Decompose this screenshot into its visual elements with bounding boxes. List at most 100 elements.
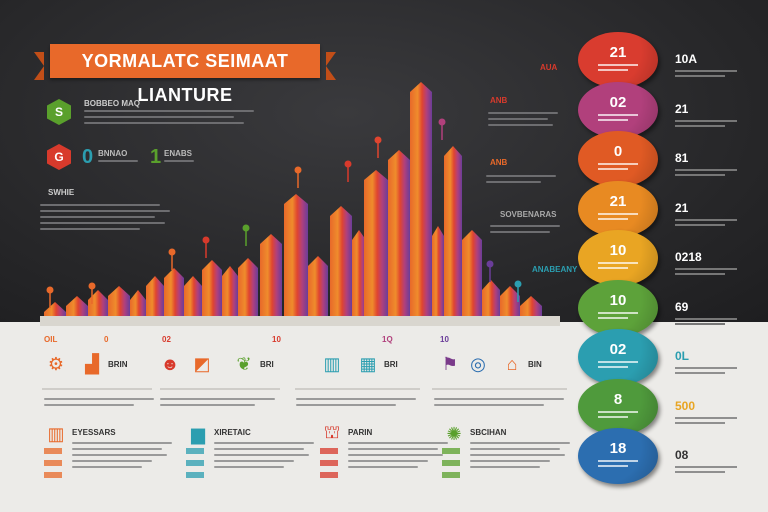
pin-head	[514, 280, 522, 288]
block-marker	[320, 460, 338, 466]
block-marker	[442, 448, 460, 454]
skyline-roof	[352, 230, 366, 240]
pill-segment: 21	[578, 32, 658, 88]
gear-icon: ⚙	[47, 353, 65, 374]
side-value: 500	[675, 398, 696, 413]
skyline-bar	[238, 268, 258, 324]
side-text-lines	[675, 466, 737, 476]
side-value: 69	[675, 299, 689, 314]
block-marker	[44, 460, 62, 466]
pill-segment: 02	[578, 81, 658, 138]
skyline-roof	[444, 146, 462, 156]
skyline-bar	[260, 244, 282, 324]
block-heading: PARIN	[348, 428, 373, 437]
float-label-3: ANB	[490, 158, 508, 167]
float-label-4: SOVBENARAS	[500, 210, 557, 219]
skyline-bar	[146, 286, 164, 324]
pin-head	[344, 160, 352, 168]
page-title: YORMALATC SEIMAAT LIANTURE	[81, 51, 289, 105]
side-value: 81	[675, 151, 689, 165]
pill-text-lines	[598, 64, 638, 74]
pill-segment: 21	[578, 180, 658, 237]
skyline-roof	[520, 296, 542, 306]
icon-label: BRIN	[108, 360, 128, 369]
house-icon: ⌂	[506, 353, 518, 374]
block-marker	[44, 472, 62, 478]
skyline-bar	[482, 290, 500, 324]
block-text-lines	[348, 442, 448, 472]
side-value: 21	[675, 200, 689, 215]
pill-text-lines	[598, 460, 638, 470]
banner-tail-right	[326, 52, 336, 80]
side-value: 08	[675, 448, 689, 462]
icon-label: BRI	[384, 360, 398, 369]
skyline-bar	[432, 236, 444, 324]
pill-segment: 10	[578, 230, 658, 286]
pill-segment: 18	[578, 428, 658, 484]
badge-s-icon: S	[47, 99, 71, 125]
block-heading: SBCIHAN	[470, 428, 507, 437]
skyline-roof	[410, 82, 432, 92]
pin-head	[438, 118, 446, 126]
caption-lines	[160, 398, 275, 410]
person-icon: ☻	[160, 353, 180, 374]
pill-segment: 10	[578, 279, 658, 336]
side-text-lines	[675, 317, 737, 328]
side-text-lines	[675, 416, 737, 427]
pill-value: 8	[613, 390, 623, 408]
pill-value: 18	[609, 440, 627, 457]
pill-segment: 0	[578, 131, 658, 187]
skyline-bar	[308, 266, 328, 324]
pill-text-lines	[598, 113, 638, 124]
skyline-bar	[222, 276, 238, 324]
factory-icon: ⛫	[323, 422, 341, 442]
graph-icon: ◩	[193, 353, 211, 374]
skyline-bars	[40, 82, 560, 326]
grid-icon: ▦	[359, 353, 377, 374]
pin-head	[46, 286, 54, 294]
pill-value: 02	[609, 341, 627, 358]
side-text-lines	[675, 70, 737, 80]
skyline-roof	[462, 230, 482, 240]
badge2-big-b: 1	[150, 146, 162, 168]
leaf-icon: ❦	[236, 353, 252, 374]
banner-ribbon	[50, 44, 320, 78]
pill-segment: 02	[578, 329, 658, 385]
side-text-lines	[675, 119, 737, 130]
pin-head	[294, 166, 302, 174]
side-value: 10A	[675, 52, 698, 66]
float-lines-2	[486, 175, 561, 187]
skyline-roof	[184, 276, 202, 286]
block-heading: XIRETAIC	[214, 428, 251, 437]
skyline-roof	[330, 206, 352, 216]
skyline-roof	[66, 296, 88, 306]
skyline-roof	[260, 234, 282, 244]
skyline-roof	[222, 266, 238, 276]
badge2-big-a: 0	[82, 146, 94, 168]
pill-value: 10	[609, 242, 627, 259]
float-label-5: ANABEANY	[532, 265, 578, 274]
skyline-bar	[202, 270, 222, 324]
pin-head	[242, 224, 250, 232]
skyline-bar	[352, 240, 366, 324]
skyline-roof	[44, 302, 66, 312]
skyline-roof	[130, 290, 146, 300]
side-text-lines	[675, 169, 737, 179]
badge2-lines-a	[98, 160, 148, 166]
divider-2	[160, 388, 280, 390]
caption-lines	[44, 398, 154, 410]
bars-icon: ▆	[191, 423, 205, 444]
skyline-roof	[364, 170, 388, 180]
icon-label: BIN	[528, 360, 542, 369]
section-label: SWHIE	[48, 188, 75, 197]
side-text-lines	[675, 218, 737, 229]
pin-head	[374, 136, 382, 144]
pill-text-lines	[598, 410, 638, 421]
skyline-roof	[284, 194, 308, 204]
skyline-bar	[444, 156, 462, 324]
divider-1	[42, 388, 152, 390]
axis-label-5: 1Q	[382, 335, 393, 344]
block-marker	[320, 448, 338, 454]
